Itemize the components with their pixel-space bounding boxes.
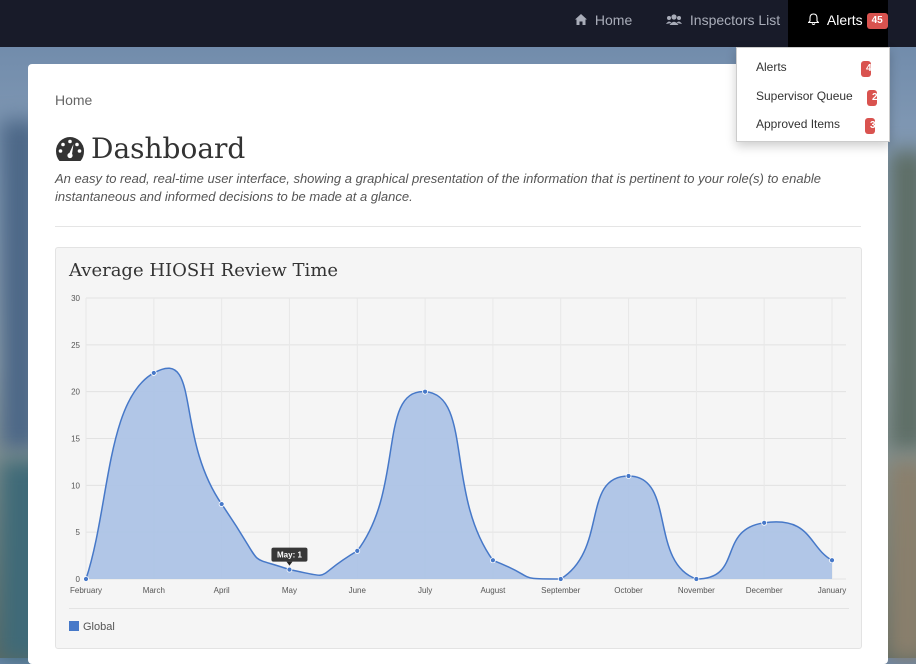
tooltip-label: May: 1	[277, 551, 302, 560]
x-tick-label: December	[746, 586, 783, 595]
x-tick-label: October	[614, 586, 643, 595]
nav-inspectors-link[interactable]: Inspectors List	[666, 0, 780, 47]
y-tick-label: 5	[76, 528, 81, 537]
data-point	[83, 576, 89, 582]
y-tick-label: 10	[71, 481, 80, 490]
nav-inspectors-label: Inspectors List	[689, 12, 781, 28]
data-point	[761, 519, 768, 526]
x-tick-label: June	[349, 586, 367, 595]
dropdown-item-supervisor-queue[interactable]: Supervisor Queue 2	[756, 89, 878, 106]
divider	[55, 226, 861, 227]
y-tick-label: 15	[71, 435, 80, 444]
alerts-dropdown-menu: Alerts 43 Supervisor Queue 2 Approved It…	[736, 47, 890, 142]
data-point	[829, 557, 835, 564]
legend-swatch	[69, 621, 79, 631]
bell-icon	[807, 12, 823, 28]
nav-alerts-label: Alerts	[826, 12, 863, 28]
review-time-chart: 0 5 10 15 20 25 30 February March April May June Jul…	[70, 294, 846, 595]
x-tick-label: May	[282, 586, 297, 595]
x-tick-label: September	[541, 586, 580, 595]
background-trees	[888, 150, 916, 450]
data-point	[693, 576, 700, 582]
page-title: Dashboard	[55, 132, 245, 165]
home-icon	[575, 12, 591, 28]
page-title-text: Dashboard	[91, 132, 246, 165]
x-tick-label: November	[678, 586, 715, 595]
y-tick-label: 20	[71, 388, 80, 397]
dashboard-icon	[56, 137, 84, 161]
breadcrumb: Home	[55, 92, 92, 108]
y-tick-label: 0	[76, 575, 81, 584]
main-content-card: Home Dashboard An easy to read, real-tim…	[28, 64, 888, 664]
data-point	[218, 501, 225, 507]
x-tick-label: March	[143, 586, 165, 595]
page-description: An easy to read, real-time user interfac…	[55, 171, 821, 204]
x-tick-label: February	[70, 586, 102, 595]
nav-home-label: Home	[594, 12, 633, 28]
x-tick-label: April	[214, 586, 230, 595]
data-point	[150, 370, 157, 376]
dropdown-item-badge: 43	[861, 61, 877, 77]
users-icon	[666, 12, 686, 28]
legend-label: Global	[83, 621, 115, 633]
breadcrumb-home-link[interactable]: Home	[55, 92, 93, 108]
background-beach	[888, 460, 916, 660]
dropdown-item-badge: 37	[865, 118, 881, 134]
y-tick-label: 30	[71, 294, 80, 303]
dropdown-item-approved-items[interactable]: Approved Items 37	[756, 117, 881, 134]
x-tick-label: August	[480, 586, 506, 595]
dropdown-item-badge: 2	[867, 90, 878, 106]
data-point	[354, 547, 361, 554]
data-point	[557, 576, 564, 582]
nav-home-link[interactable]: Home	[575, 0, 632, 47]
chart-legend: Global	[69, 621, 115, 633]
dropdown-item-alerts[interactable]: Alerts 43	[756, 60, 877, 77]
dropdown-item-label: Alerts	[756, 60, 787, 74]
dropdown-item-label: Approved Items	[756, 117, 841, 131]
x-tick-label: January	[818, 586, 846, 595]
legend-divider	[69, 608, 849, 609]
nav-alerts-toggle[interactable]: Alerts 45	[788, 0, 888, 47]
top-navbar: Home Inspectors List Alerts 45	[0, 0, 916, 47]
chart-title: Average HIOSH Review Time	[69, 260, 339, 281]
data-point	[422, 388, 428, 395]
data-point	[286, 566, 293, 573]
chart-panel: Average HIOSH Review Time 0 5 10 15 20 25 30 Fe…	[55, 247, 862, 649]
series-area-global	[86, 368, 832, 579]
tooltip-arrow	[286, 561, 293, 566]
x-tick-label: July	[418, 586, 432, 595]
y-tick-label: 25	[71, 341, 80, 350]
data-point	[490, 557, 496, 564]
dropdown-item-label: Supervisor Queue	[756, 89, 853, 103]
data-point	[625, 473, 632, 479]
alerts-count-badge: 45	[866, 13, 888, 30]
tooltip-box	[271, 547, 308, 562]
